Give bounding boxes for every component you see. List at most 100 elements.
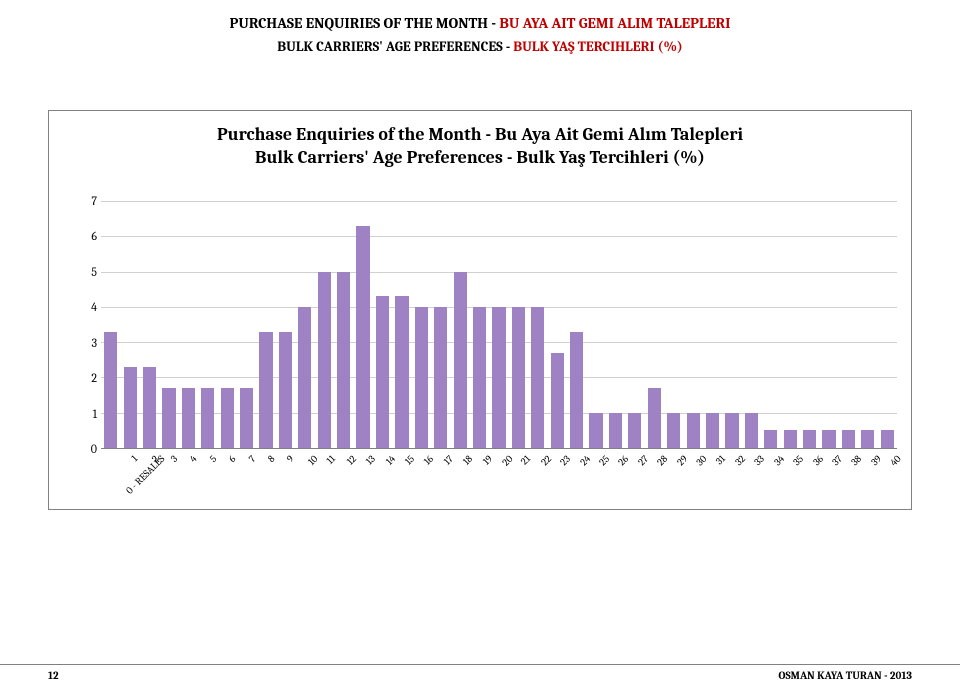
bar [182, 388, 195, 448]
x-tick-label: 39 [869, 453, 884, 468]
bar [434, 307, 447, 448]
y-tick-label: 6 [79, 229, 97, 243]
x-tick-label: 36 [810, 453, 825, 468]
x-tick-label: 32 [733, 453, 748, 468]
bar [318, 272, 331, 448]
bar-slot [334, 201, 353, 448]
bar-slot [839, 201, 858, 448]
x-tick-label: 21 [519, 453, 533, 467]
x-tick-label: 14 [383, 453, 398, 468]
bars-container [101, 201, 897, 448]
bar [279, 332, 292, 448]
y-tick-label: 2 [79, 371, 97, 385]
bar-slot [567, 201, 586, 448]
x-tick-label: 1 [129, 453, 140, 464]
bar [143, 367, 156, 448]
x-tick-label: 33 [752, 453, 767, 468]
bar-slot [800, 201, 819, 448]
chart-title-line2: Bulk Carriers' Age Preferences - Bulk Ya… [49, 146, 911, 169]
x-tick-label: 4 [188, 453, 200, 465]
page-footer: 12 OSMAN KAYA TURAN - 2013 [0, 664, 960, 682]
bar [356, 226, 369, 448]
bar-slot [101, 201, 120, 448]
bar [298, 307, 311, 448]
bar-slot [683, 201, 702, 448]
x-tick-label: 25 [597, 453, 612, 468]
x-tick-label: 38 [849, 453, 864, 468]
bar-slot [878, 201, 897, 448]
bar-slot [237, 201, 256, 448]
x-tick-label: 15 [402, 453, 416, 467]
chart-title-line1: Purchase Enquiries of the Month - Bu Aya… [49, 123, 911, 146]
page-header: PURCHASE ENQUIRIES OF THE MONTH - BU AYA… [0, 0, 960, 55]
bar [337, 272, 350, 448]
bar [667, 413, 680, 448]
bar-slot [625, 201, 644, 448]
x-tick-label: 30 [694, 453, 709, 468]
x-tick-label: 29 [675, 453, 690, 468]
x-tick-label: 26 [616, 453, 631, 468]
x-tick-label: 19 [480, 453, 494, 467]
bar [764, 430, 777, 448]
bar-slot [120, 201, 139, 448]
bar-slot [548, 201, 567, 448]
bar [822, 430, 835, 448]
x-tick-label: 22 [539, 453, 554, 468]
x-tick-label: 34 [772, 453, 787, 468]
bar-slot [315, 201, 334, 448]
bar [124, 367, 137, 448]
bar-slot [373, 201, 392, 448]
bar [201, 388, 214, 448]
x-tick-label: 23 [558, 453, 573, 468]
bar-slot [722, 201, 741, 448]
bar [687, 413, 700, 448]
x-tick-label: 13 [364, 453, 378, 467]
bar-slot [761, 201, 780, 448]
bar-slot [703, 201, 722, 448]
bar-slot [295, 201, 314, 448]
x-tick-label: 20 [500, 453, 515, 468]
bar [259, 332, 272, 448]
bar [395, 296, 408, 448]
bar [221, 388, 234, 448]
x-tick-label: 11 [324, 453, 338, 467]
y-tick-label: 0 [79, 442, 97, 456]
bar [104, 332, 117, 448]
x-tick-label: 37 [830, 453, 845, 468]
bar [240, 388, 253, 448]
x-tick-label: 7 [246, 453, 258, 465]
bar [784, 430, 797, 448]
bar [551, 353, 564, 448]
bar [531, 307, 544, 448]
bar [861, 430, 874, 448]
x-tick-label: 18 [461, 453, 475, 467]
x-tick-label: 40 [888, 453, 904, 469]
bar-slot [645, 201, 664, 448]
bar-slot [159, 201, 178, 448]
y-tick-label: 7 [79, 194, 97, 208]
bar-slot [276, 201, 295, 448]
bar-slot [586, 201, 605, 448]
y-tick-label: 5 [79, 265, 97, 279]
header-line-2: BULK CARRIERS' AGE PREFERENCES - BULK YA… [0, 38, 960, 55]
bar-slot [781, 201, 800, 448]
bar [842, 430, 855, 448]
bar [609, 413, 622, 448]
bar-slot [353, 201, 372, 448]
bar [706, 413, 719, 448]
header2-red: BULK YAŞ TERCIHLERI (%) [513, 38, 682, 55]
page-container: PURCHASE ENQUIRIES OF THE MONTH - BU AYA… [0, 0, 960, 696]
x-tick-label: 10 [305, 453, 320, 468]
bar-slot [742, 201, 761, 448]
bar [725, 413, 738, 448]
x-axis-labels: 0 - RESALES12345678910111213141516171819… [101, 449, 897, 504]
bar-slot [470, 201, 489, 448]
y-tick-label: 3 [79, 336, 97, 350]
chart-frame: Purchase Enquiries of the Month - Bu Aya… [48, 110, 912, 510]
bar [648, 388, 661, 448]
bar [512, 307, 525, 448]
header1-black: PURCHASE ENQUIRIES OF THE MONTH - [230, 14, 500, 32]
x-tick-label: 5 [207, 453, 219, 465]
bar [473, 307, 486, 448]
x-tick-label: 3 [168, 453, 180, 465]
